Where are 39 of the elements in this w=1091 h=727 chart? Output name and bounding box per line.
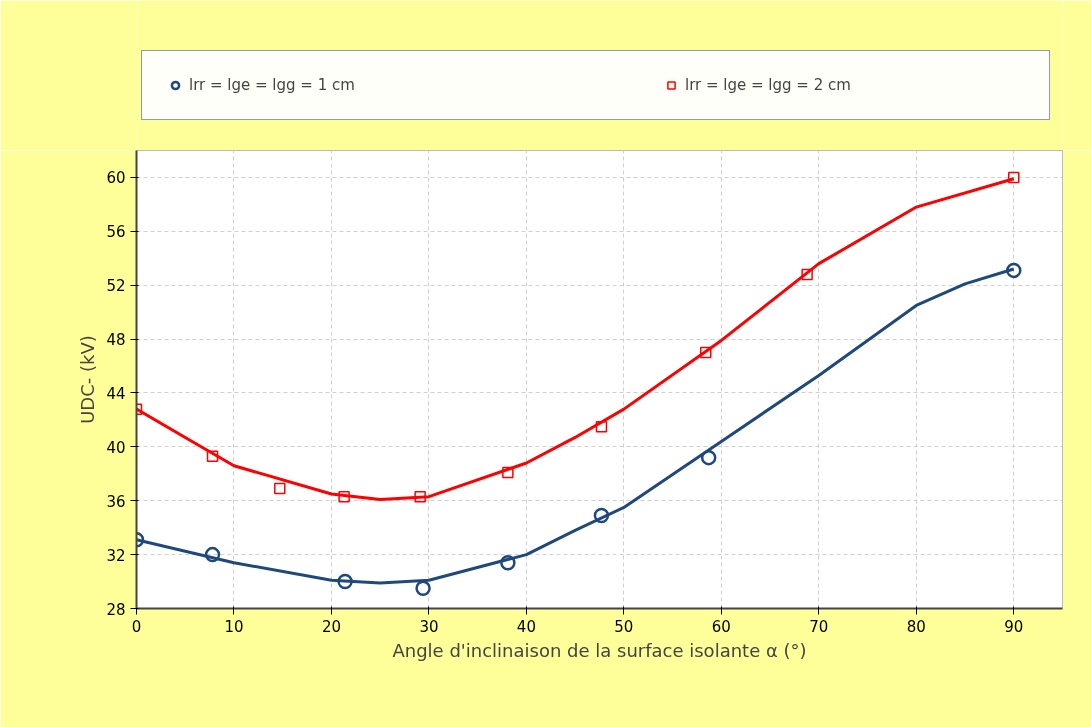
y-axis-title: UDC- (kV) — [77, 335, 99, 424]
point — [801, 268, 813, 281]
point — [338, 490, 350, 503]
point — [204, 546, 221, 563]
point — [1006, 262, 1022, 279]
y-tick-label: 48 — [106, 331, 126, 350]
y-tick-label: 40 — [106, 438, 126, 457]
point — [1008, 171, 1020, 184]
point — [274, 482, 286, 495]
x-tick-label: 40 — [516, 617, 536, 636]
y-tick-label: 44 — [106, 384, 126, 403]
x-tick-label: 30 — [419, 617, 439, 636]
point — [700, 346, 712, 359]
point — [500, 554, 516, 571]
y-tick-label: 52 — [106, 277, 126, 296]
x-tick-label: 10 — [224, 617, 244, 636]
point — [595, 420, 608, 433]
x-tick-label: 80 — [906, 617, 926, 636]
x-axis-title: Angle d'inclinaison de la surface isolante α (°) — [392, 639, 807, 661]
legend-label: lrr = lge = lgg = 1 cm — [189, 76, 356, 94]
x-tick-label: 20 — [321, 617, 341, 636]
x-tick-label: 70 — [809, 617, 829, 636]
y-tick-label: 28 — [106, 600, 126, 619]
y-tick-label: 56 — [106, 223, 126, 242]
x-tick-label: 90 — [1004, 617, 1024, 636]
point — [700, 449, 717, 466]
y-tick-label: 32 — [106, 546, 126, 565]
point — [415, 580, 431, 597]
x-tick-label: 0 — [131, 617, 142, 636]
point — [414, 490, 426, 503]
point — [502, 466, 514, 479]
y-tick-label: 36 — [106, 492, 126, 511]
point — [593, 507, 610, 524]
point — [337, 573, 353, 590]
legend-label: lrr = lge = lgg = 2 cm — [685, 76, 852, 94]
point — [206, 450, 219, 463]
x-tick-label: 60 — [711, 617, 731, 636]
y-tick-label: 60 — [106, 169, 126, 188]
x-tick-label: 50 — [614, 617, 634, 636]
